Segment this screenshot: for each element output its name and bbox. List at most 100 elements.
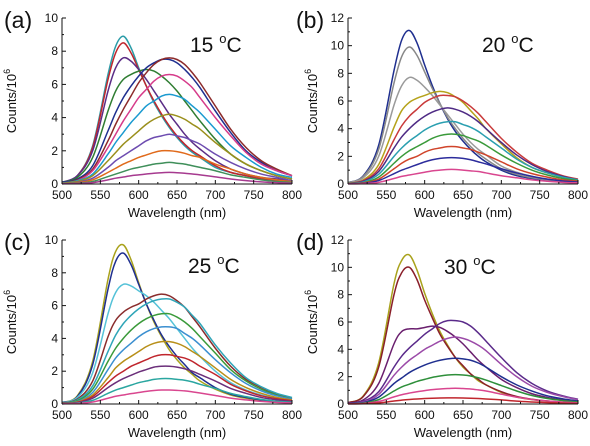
series-line <box>347 266 579 404</box>
x-tick-label: 650 <box>453 408 473 422</box>
series-line <box>347 357 579 405</box>
x-tick-label: 500 <box>338 408 358 422</box>
y-axis-title-exponent: 6 <box>303 69 313 74</box>
temperature-annotation: 25 oC <box>188 252 240 278</box>
y-tick-label: 12 <box>331 11 345 25</box>
y-tick-label: 10 <box>45 11 59 25</box>
temperature-unit: C <box>518 34 533 57</box>
x-tick-label: 650 <box>167 188 187 202</box>
y-axis-title-base: Counts/10 <box>4 295 19 354</box>
y-axis-title-base: Counts/10 <box>305 295 320 354</box>
series-group <box>61 35 293 185</box>
x-tick-label: 500 <box>52 188 72 202</box>
y-axis-title-exponent: 6 <box>2 290 12 295</box>
y-axis-title-exponent: 6 <box>303 290 313 295</box>
series-line <box>347 29 579 184</box>
series-line <box>347 107 579 185</box>
x-axis-title: Wavelength (nm) <box>414 205 513 220</box>
x-tick-label: 750 <box>244 188 264 202</box>
x-tick-label: 600 <box>129 408 149 422</box>
y-axis-title: Counts/106 <box>303 69 320 133</box>
series-line <box>61 113 293 184</box>
degree-symbol: o <box>219 31 226 46</box>
series-line <box>61 283 293 404</box>
series-line <box>347 373 579 405</box>
series-group <box>347 29 579 185</box>
temperature-unit: C <box>480 256 495 279</box>
y-tick-label: 4 <box>337 122 344 136</box>
y-axis-title: Counts/106 <box>303 290 320 354</box>
series-line <box>61 325 293 405</box>
degree-symbol: o <box>511 31 518 46</box>
x-tick-label: 800 <box>568 188 588 202</box>
x-axis-title: Wavelength (nm) <box>128 425 227 440</box>
y-tick-label: 6 <box>337 94 344 108</box>
panel-label: (d) <box>296 229 324 255</box>
y-tick-label: 0 <box>337 177 344 191</box>
y-axis-title-base: Counts/10 <box>305 74 320 133</box>
y-axis-title: Counts/106 <box>2 290 19 354</box>
y-tick-label: 6 <box>337 315 344 329</box>
series-line <box>61 312 293 404</box>
series-group <box>61 243 293 405</box>
x-tick-label: 800 <box>568 408 588 422</box>
x-tick-label: 600 <box>129 188 149 202</box>
chart-panel-d: 500 550 600 650 700 750 800 0 2 4 6 8 10 12 Wavelength… <box>296 229 588 440</box>
temperature-value: 15 <box>190 34 219 57</box>
y-axis-title-exponent: 6 <box>2 69 12 74</box>
y-tick-label: 0 <box>51 177 58 191</box>
y-tick-label: 0 <box>337 397 344 411</box>
y-tick-label: 6 <box>51 299 58 313</box>
series-line <box>61 171 293 185</box>
y-tick-label: 2 <box>337 370 344 384</box>
x-tick-label: 800 <box>282 408 302 422</box>
temperature-value: 30 <box>444 256 473 279</box>
degree-symbol: o <box>473 253 480 268</box>
series-line <box>347 336 579 405</box>
chart-panel-a: 500 550 600 650 700 750 800 0 2 4 6 8 10 Wavelength (… <box>2 7 302 220</box>
x-tick-label: 700 <box>491 188 511 202</box>
series-line <box>347 397 579 405</box>
x-tick-label: 600 <box>415 188 435 202</box>
series-line <box>347 387 579 405</box>
series-line <box>61 340 293 405</box>
x-axis-title: Wavelength (nm) <box>414 425 513 440</box>
y-tick-label: 2 <box>337 149 344 163</box>
x-tick-label: 500 <box>338 188 358 202</box>
x-tick-label: 600 <box>415 408 435 422</box>
y-tick-label: 10 <box>331 39 345 53</box>
temperature-unit: C <box>226 34 241 57</box>
x-tick-label: 550 <box>376 408 396 422</box>
series-line <box>61 293 293 404</box>
series-line <box>61 389 293 405</box>
y-tick-label: 2 <box>51 364 58 378</box>
series-line <box>61 297 293 404</box>
y-axis-title: Counts/106 <box>2 69 19 133</box>
temperature-annotation: 15 oC <box>190 31 242 57</box>
y-tick-label: 12 <box>331 233 345 247</box>
y-axis-title-base: Counts/10 <box>4 74 19 133</box>
series-line <box>347 120 579 185</box>
degree-symbol: o <box>217 252 224 267</box>
x-tick-label: 700 <box>205 408 225 422</box>
series-line <box>61 133 293 185</box>
series-line <box>61 161 293 185</box>
y-tick-label: 8 <box>337 66 344 80</box>
x-tick-label: 550 <box>90 408 110 422</box>
x-axis-title: Wavelength (nm) <box>128 205 227 220</box>
series-line <box>61 149 293 185</box>
y-tick-label: 4 <box>51 111 58 125</box>
y-tick-label: 4 <box>337 342 344 356</box>
y-tick-label: 8 <box>337 288 344 302</box>
x-tick-label: 700 <box>491 408 511 422</box>
x-tick-label: 650 <box>167 408 187 422</box>
series-line <box>61 93 293 184</box>
x-tick-label: 650 <box>453 188 473 202</box>
temperature-annotation: 20 oC <box>482 31 534 57</box>
x-tick-label: 750 <box>530 408 550 422</box>
series-line <box>347 168 579 185</box>
x-tick-label: 800 <box>282 188 302 202</box>
y-tick-label: 10 <box>45 233 59 247</box>
series-line <box>61 377 293 405</box>
y-tick-label: 8 <box>51 266 58 280</box>
